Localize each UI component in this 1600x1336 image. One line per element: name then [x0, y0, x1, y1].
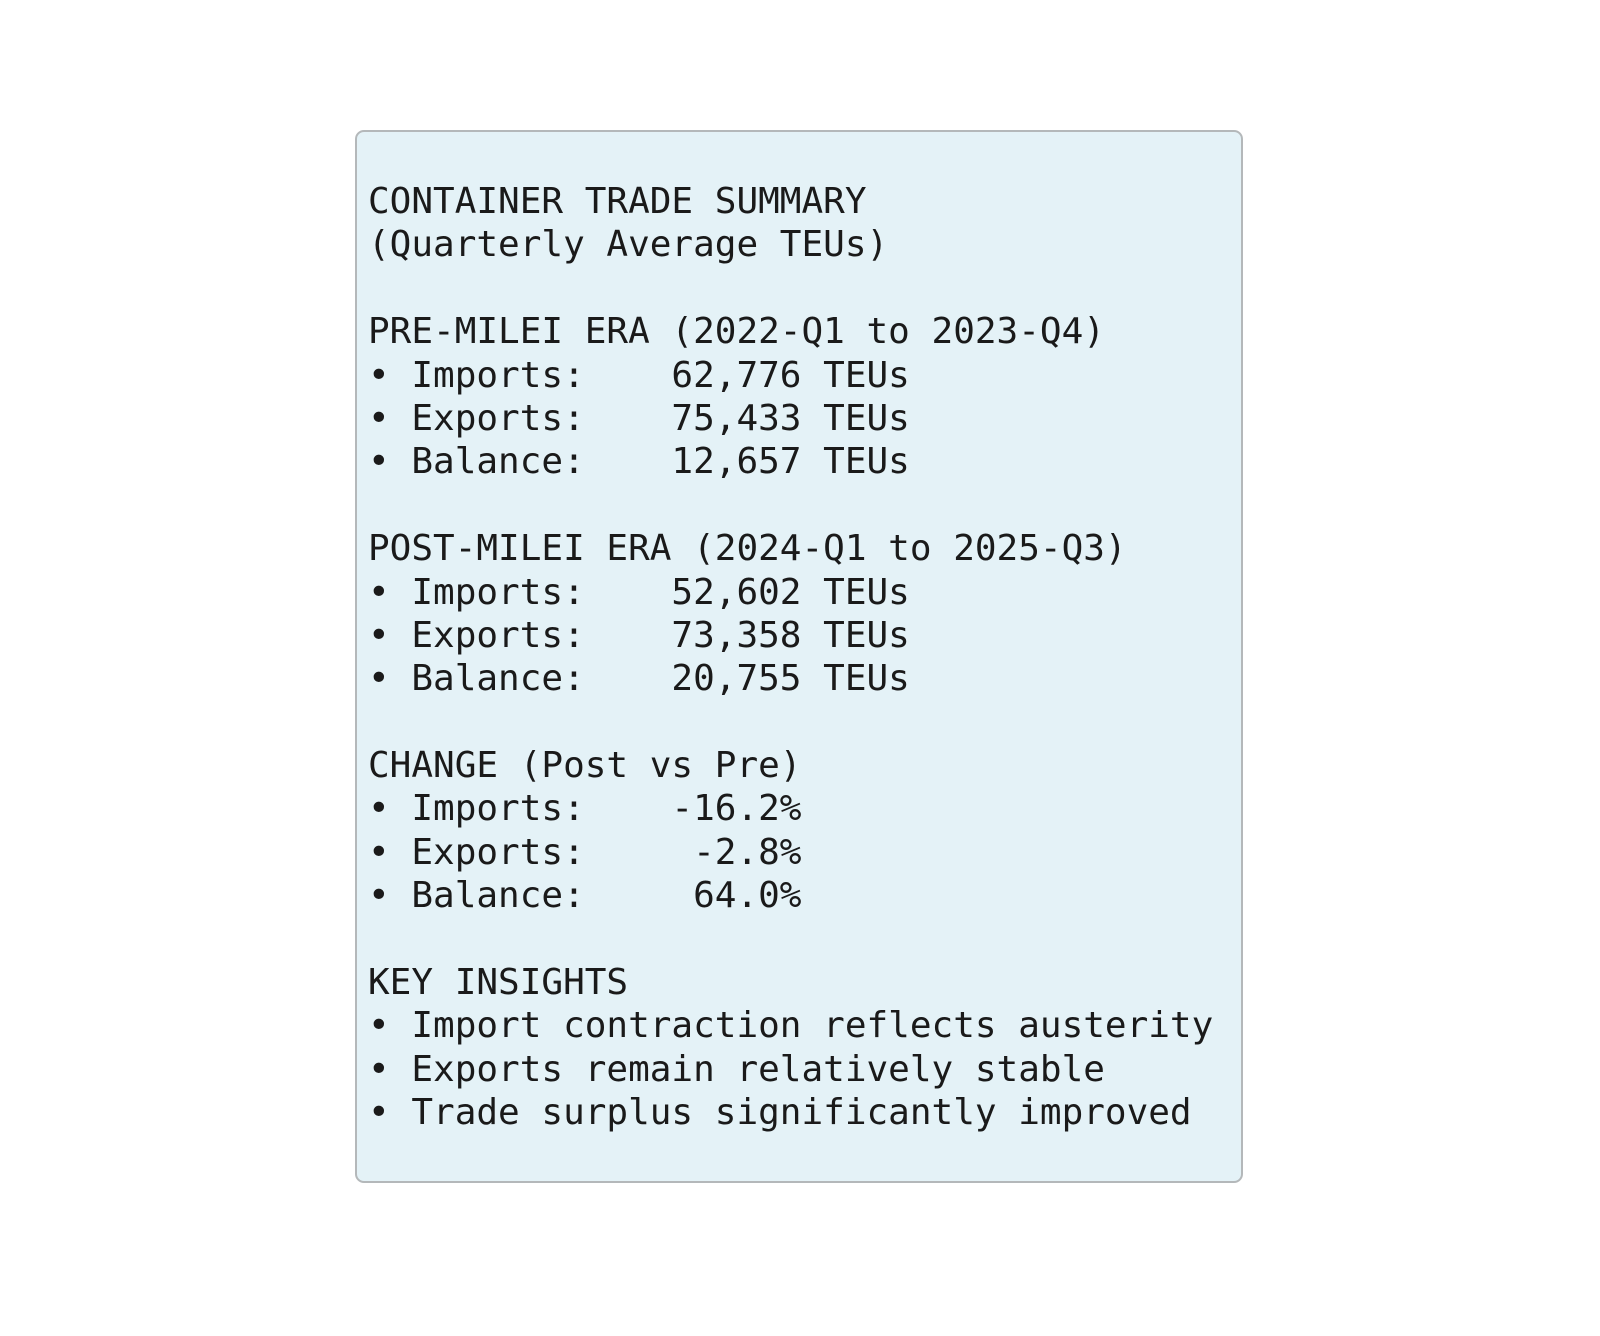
section-heading: CHANGE (Post vs Pre): [368, 745, 802, 787]
stat-label: • Balance:: [368, 441, 585, 483]
stat-value: 52,602 TEUs: [671, 571, 910, 613]
panel-title: CONTAINER TRADE SUMMARY: [368, 181, 867, 222]
stat-row: • Balance: 64.0%: [368, 874, 1241, 917]
stat-label: • Imports:: [368, 354, 585, 396]
insight-item: • Import contraction reflects austerity: [368, 1005, 1214, 1047]
stat-row: • Exports: -2.8%: [368, 831, 1241, 874]
panel-subtitle: (Quarterly Average TEUs): [368, 224, 889, 266]
stat-row: • Balance: 12,657 TEUs: [368, 440, 1241, 483]
stat-value: 20,755 TEUs: [671, 658, 910, 700]
stat-row: • Balance: 20,755 TEUs: [368, 657, 1241, 700]
stat-row: • Exports: 73,358 TEUs: [368, 614, 1241, 657]
stat-value: -16.2%: [671, 788, 802, 830]
stat-value: 64.0%: [693, 875, 802, 917]
stat-value: 75,433 TEUs: [671, 397, 910, 439]
stat-label: • Imports:: [368, 571, 585, 613]
stat-label: • Exports:: [368, 397, 585, 439]
stat-row: • Exports: 75,433 TEUs: [368, 397, 1241, 440]
summary-panel: CONTAINER TRADE SUMMARY (Quarterly Avera…: [355, 130, 1243, 1183]
stat-label: • Balance:: [368, 875, 585, 917]
insight-item: • Exports remain relatively stable: [368, 1048, 1105, 1090]
stat-row: • Imports: 62,776 TEUs: [368, 354, 1241, 397]
insight-item: • Trade surplus significantly improved: [368, 1092, 1192, 1134]
stat-label: • Exports:: [368, 831, 585, 873]
stat-label: • Balance:: [368, 658, 585, 700]
stat-label: • Imports:: [368, 788, 585, 830]
stat-value: 62,776 TEUs: [671, 354, 910, 396]
stat-value: 12,657 TEUs: [671, 441, 910, 483]
stat-label: • Exports:: [368, 614, 585, 656]
stat-row: • Imports: -16.2%: [368, 787, 1241, 830]
insights-heading: KEY INSIGHTS: [368, 962, 629, 1004]
stat-row: • Imports: 52,602 TEUs: [368, 571, 1241, 614]
section-heading: PRE-MILEI ERA (2022-Q1 to 2023-Q4): [368, 311, 1105, 353]
stat-value: 73,358 TEUs: [671, 614, 910, 656]
section-heading: POST-MILEI ERA (2024-Q1 to 2025-Q3): [368, 528, 1127, 570]
stat-value: -2.8%: [693, 831, 802, 873]
